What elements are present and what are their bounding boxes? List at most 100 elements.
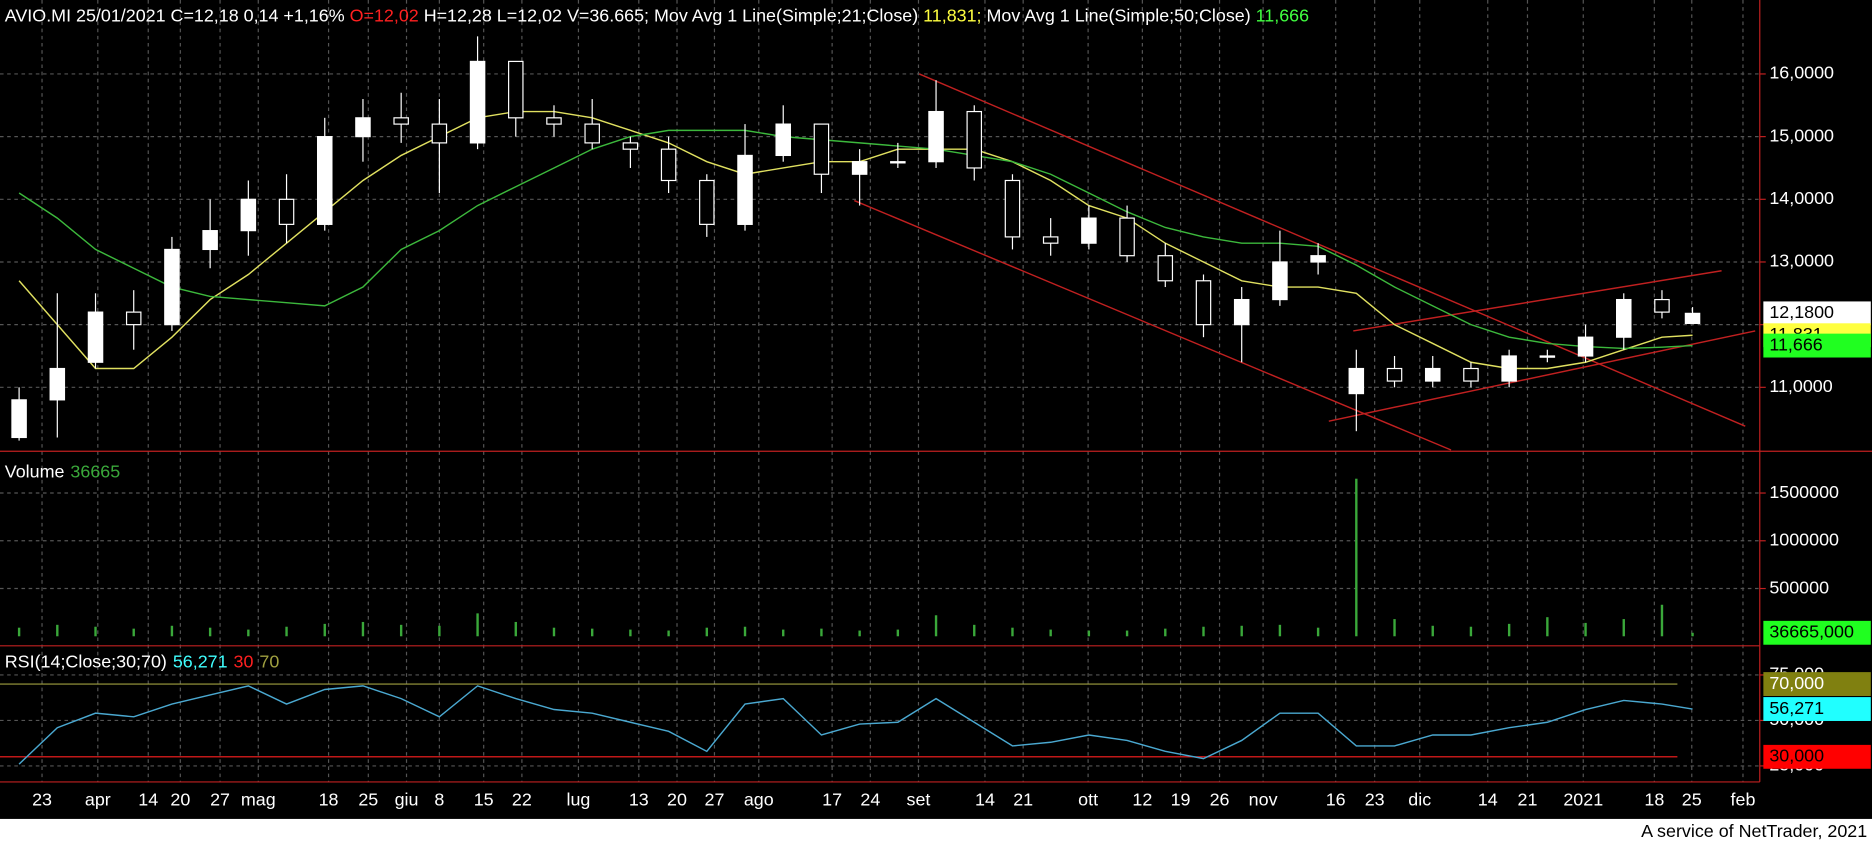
x-tick-label: 19 [1171,790,1191,810]
volume-bar [552,627,556,637]
y-tick-label: 1000000 [1769,530,1839,550]
y-tick-label: 14,0000 [1769,188,1834,208]
y-tick-label: 15,0000 [1769,125,1834,145]
volume-bar [820,628,823,637]
volume-bar [629,629,632,637]
candle-body [1539,355,1556,358]
candle-body [1004,179,1021,238]
candle-body [278,198,295,225]
x-tick-label: giu [395,790,419,810]
x-tick-label: set [907,790,931,810]
last-value-label: 36665,000 [1769,622,1854,642]
candle-body [851,161,868,175]
x-tick-label: dic [1408,790,1431,810]
candle-body [393,117,409,125]
x-tick-label: 27 [705,790,725,810]
x-tick-label: 14 [1478,790,1498,810]
header-segment: AVIO.MI 25/01/2021 C=12,18 0,14 +1,16% [5,5,350,25]
candle-body [1501,355,1517,382]
candle-body [1386,367,1403,382]
candle-body [355,117,371,138]
volume-bar [858,630,861,637]
volume-bar [514,621,517,637]
candle-body [1157,255,1174,282]
volume-bar [896,629,900,637]
volume-bar [17,627,21,637]
x-tick-label: 15 [474,790,494,810]
volume-bar [438,625,441,637]
volume-bar [1507,623,1511,637]
candle-body [469,60,486,144]
candle-body [584,123,600,144]
trend-line [854,199,1452,451]
footer: A service of NetTrader, 2021 [1641,821,1867,841]
x-tick-label: 24 [860,790,880,810]
volume-bar [1049,629,1052,637]
candle-body [164,248,180,326]
x-tick-label: 25 [1682,790,1702,810]
last-value-label: 30,000 [1769,746,1824,766]
candle-body [1272,261,1288,301]
volume-bar [208,627,212,637]
volume-bar [1622,619,1625,637]
rsi-header: RSI(14;Close;30;70) 56,271 30 70 [5,651,280,671]
candle-body [1310,255,1326,263]
candle-body [1119,217,1135,257]
candle-body [1463,367,1479,382]
candle-body [1616,298,1632,338]
volume-bar [323,623,326,637]
candle-body [508,60,524,119]
x-tick-label: 18 [319,790,339,810]
header-segment: Mov Avg 1 Line(Simple;50;Close) [982,5,1256,25]
y-tick-label: 500000 [1769,577,1829,597]
volume-bar [1355,478,1358,637]
volume-bar [170,625,174,637]
volume-bar [1393,619,1396,637]
candle-body [928,110,944,163]
candle-body [1684,312,1701,324]
candle-body [813,123,830,175]
last-value-box [1763,301,1871,326]
volume-bar [1125,630,1129,637]
volume-bar [247,629,250,637]
last-value-label: 12,1800 [1769,302,1834,322]
x-tick-label: 20 [667,790,687,810]
header-segment: H=12,28 L=12,02 V=36.665; Mov Avg 1 Line… [419,5,923,25]
volume-bar [934,615,938,637]
volume-bar [1011,627,1014,637]
volume-bar [132,628,135,637]
candle-body [890,161,906,164]
candle-body [202,230,218,251]
volume-bar [667,630,670,637]
candle-body [87,311,104,363]
last-value-box [1763,333,1871,358]
trend-line [1353,270,1722,332]
volume-last: 36665 [70,461,120,481]
volume-bar [1584,622,1587,637]
volume-bar [1316,627,1320,637]
volume-bar [591,628,594,637]
x-tick-label: 23 [32,790,52,810]
candle-body [11,399,27,439]
candle-body [1348,367,1365,395]
last-value-box [1763,744,1871,769]
y-tick-label: 11,0000 [1769,376,1832,396]
y-tick-label: 1500000 [1769,482,1839,502]
candle-body [125,311,142,326]
volume-bar [399,624,403,637]
candle-body [699,179,715,225]
x-tick-label: 14 [975,790,995,810]
volume-bar [973,624,976,637]
last-value-label: 11,666 [1769,334,1822,354]
volume-bar [285,626,288,637]
candle-body [1577,336,1594,357]
volume-bar [476,613,479,637]
x-tick-label: 13 [629,790,649,810]
volume-bar [782,629,785,637]
candle-body [1195,280,1212,326]
x-tick-label: mag [241,790,276,810]
x-tick-label: 12 [1132,790,1152,810]
candle-body [966,110,983,169]
volume-bar [361,621,365,637]
